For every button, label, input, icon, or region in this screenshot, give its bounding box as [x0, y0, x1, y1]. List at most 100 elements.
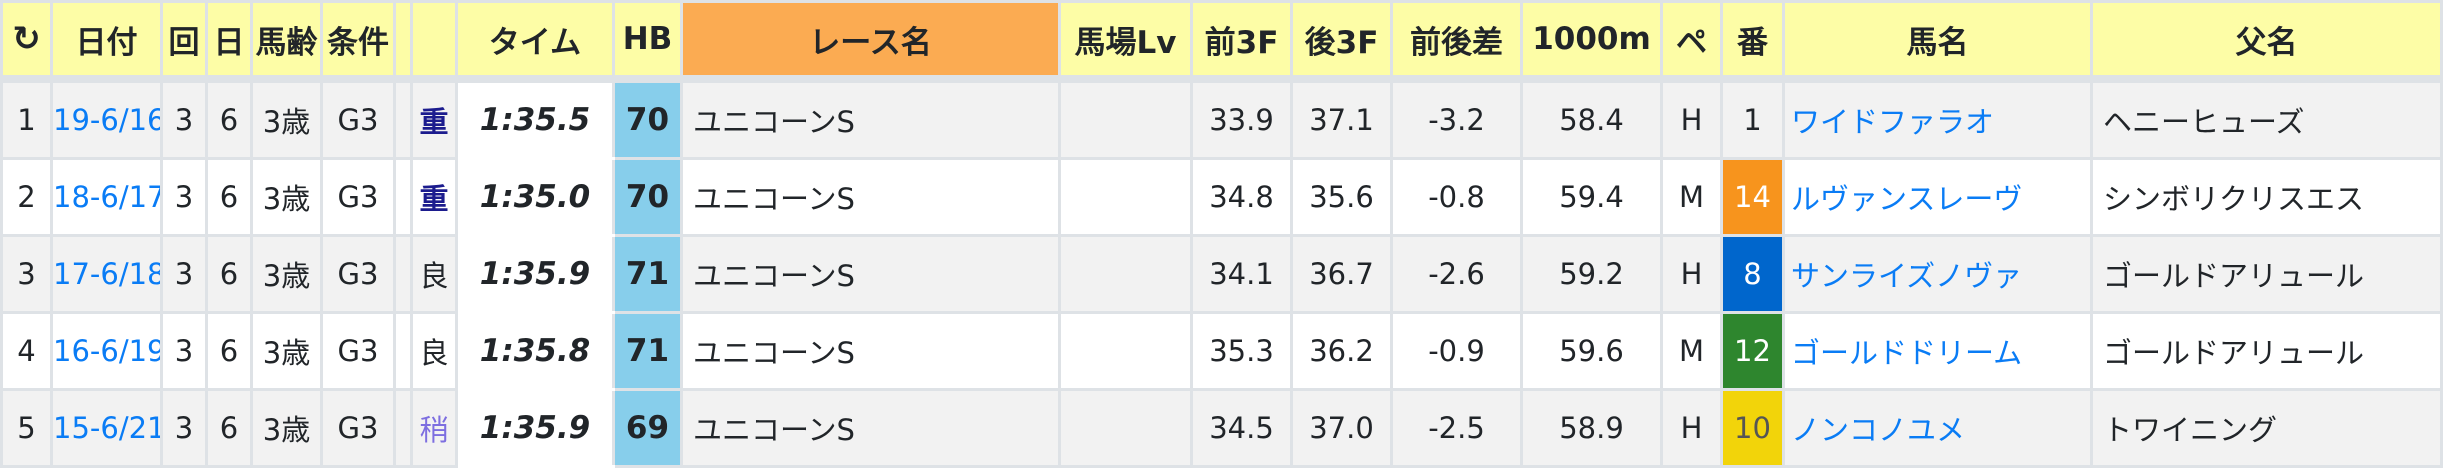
diff-cell: -0.9: [1390, 311, 1523, 391]
kai-cell: 3: [160, 77, 208, 160]
day-cell: 6: [205, 311, 253, 391]
horse-number-cell: 10: [1720, 388, 1785, 468]
pace-cell: M: [1660, 311, 1723, 391]
grade-cell: G3: [320, 234, 396, 314]
horse-name-cell: ノンコノユメ: [1782, 388, 2093, 468]
race-date-link[interactable]: 17-6/18: [53, 257, 162, 291]
race-name-cell: ユニコーンS: [680, 157, 1061, 237]
race-date-link[interactable]: 18-6/17: [53, 180, 162, 214]
blank-cell: [393, 157, 413, 237]
column-header-race[interactable]: レース名: [680, 0, 1061, 83]
day-cell: 6: [205, 157, 253, 237]
column-header-kai[interactable]: 回: [160, 0, 208, 83]
column-header-sire[interactable]: 父名: [2090, 0, 2443, 83]
blank-cell: [393, 77, 413, 160]
column-header-horse[interactable]: 馬名: [1782, 0, 2093, 83]
date-cell: 17-6/18: [50, 234, 163, 314]
horse-number-cell: 1: [1720, 77, 1785, 160]
last-3f-cell: 36.2: [1290, 311, 1393, 391]
first-3f-cell: 34.1: [1190, 234, 1293, 314]
race-date-link[interactable]: 15-6/21: [53, 411, 162, 445]
row-number-cell: 1: [0, 77, 53, 160]
column-header-hb[interactable]: HB: [612, 0, 683, 83]
race-name-cell: ユニコーンS: [680, 77, 1061, 160]
race-date-link[interactable]: 16-6/19: [53, 334, 162, 368]
diff-cell: -0.8: [1390, 157, 1523, 237]
horse-name-link[interactable]: ゴールドドリーム: [1791, 336, 2023, 370]
sire-name-cell: ゴールドアリュール: [2090, 311, 2443, 391]
race-name-cell: ユニコーンS: [680, 388, 1061, 468]
blank-cell: [393, 311, 413, 391]
horse-name-link[interactable]: ワイドファラオ: [1791, 105, 1995, 139]
refresh-icon[interactable]: ↻: [12, 19, 41, 59]
column-header-m1000[interactable]: 1000m: [1520, 0, 1663, 83]
hb-cell: 70: [612, 77, 683, 160]
column-header-grade[interactable]: 条件: [320, 0, 396, 83]
row-number-cell: 3: [0, 234, 53, 314]
track-condition-label: 良: [419, 259, 449, 293]
column-header-track[interactable]: [410, 0, 458, 83]
last-3f-cell: 36.7: [1290, 234, 1393, 314]
horse-name-cell: ワイドファラオ: [1782, 77, 2093, 160]
first-3f-cell: 33.9: [1190, 77, 1293, 160]
track-condition-cell: 重: [410, 77, 458, 160]
row-number-cell: 2: [0, 157, 53, 237]
day-cell: 6: [205, 234, 253, 314]
horse-name-link[interactable]: サンライズノヴァ: [1791, 259, 2023, 293]
refresh-button[interactable]: ↻: [0, 0, 53, 83]
kai-cell: 3: [160, 388, 208, 468]
track-level-cell: [1058, 77, 1193, 160]
column-header-date[interactable]: 日付: [50, 0, 163, 83]
date-cell: 16-6/19: [50, 311, 163, 391]
row-number-cell: 5: [0, 388, 53, 468]
table-row: 5 15-6/21 3 6 3歳 G3 稍 1:35.9 69 ユニコーンS 34.5 37.0 -2.…: [0, 388, 2443, 468]
track-level-cell: [1058, 388, 1193, 468]
column-header-f3[interactable]: 前3F: [1190, 0, 1293, 83]
column-header-l3[interactable]: 後3F: [1290, 0, 1393, 83]
blank-cell: [393, 234, 413, 314]
horse-name-link[interactable]: ノンコノユメ: [1791, 413, 1966, 447]
grade-cell: G3: [320, 388, 396, 468]
1000m-cell: 59.6: [1520, 311, 1663, 391]
time-cell: 1:35.9: [455, 388, 615, 468]
track-condition-cell: 良: [410, 234, 458, 314]
day-cell: 6: [205, 77, 253, 160]
column-header-day[interactable]: 日: [205, 0, 253, 83]
last-3f-cell: 37.1: [1290, 77, 1393, 160]
last-3f-cell: 35.6: [1290, 157, 1393, 237]
time-cell: 1:35.0: [455, 157, 615, 237]
diff-cell: -3.2: [1390, 77, 1523, 160]
sire-name-cell: ゴールドアリュール: [2090, 234, 2443, 314]
race-date-link[interactable]: 19-6/16: [53, 103, 162, 137]
track-condition-label: 重: [419, 182, 449, 216]
age-cell: 3歳: [250, 311, 323, 391]
age-cell: 3歳: [250, 234, 323, 314]
column-header-diff[interactable]: 前後差: [1390, 0, 1523, 83]
kai-cell: 3: [160, 157, 208, 237]
table-row: 1 19-6/16 3 6 3歳 G3 重 1:35.5 70 ユニコーンS 33.9 37.1 -3.…: [0, 77, 2443, 160]
blank-cell: [393, 388, 413, 468]
sire-name-cell: ヘニーヒューズ: [2090, 77, 2443, 160]
column-header-pace[interactable]: ペ: [1660, 0, 1723, 83]
column-header-time[interactable]: タイム: [455, 0, 615, 83]
track-level-cell: [1058, 157, 1193, 237]
table-row: 4 16-6/19 3 6 3歳 G3 良 1:35.8 71 ユニコーンS 35.3 36.2 -0.…: [0, 311, 2443, 391]
date-cell: 18-6/17: [50, 157, 163, 237]
track-condition-label: 良: [419, 336, 449, 370]
row-number-cell: 4: [0, 311, 53, 391]
column-header-blank[interactable]: [393, 0, 413, 83]
age-cell: 3歳: [250, 77, 323, 160]
pace-cell: H: [1660, 234, 1723, 314]
race-name-cell: ユニコーンS: [680, 234, 1061, 314]
hb-cell: 69: [612, 388, 683, 468]
horse-name-link[interactable]: ルヴァンスレーヴ: [1791, 182, 2023, 216]
kai-cell: 3: [160, 311, 208, 391]
column-header-age[interactable]: 馬齢: [250, 0, 323, 83]
hb-cell: 71: [612, 311, 683, 391]
column-header-lv[interactable]: 馬場Lv: [1058, 0, 1193, 83]
time-cell: 1:35.8: [455, 311, 615, 391]
column-header-num[interactable]: 番: [1720, 0, 1785, 83]
horse-number-cell: 8: [1720, 234, 1785, 314]
horse-number-cell: 14: [1720, 157, 1785, 237]
